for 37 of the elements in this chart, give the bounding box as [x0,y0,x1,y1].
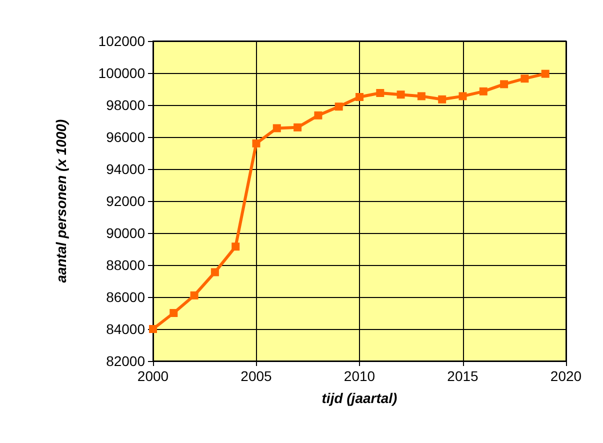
point [376,89,384,97]
x-tick-label: 2020 [550,368,582,384]
point [500,80,508,88]
point [458,92,467,100]
point [479,87,488,96]
y-tick-label: 90000 [106,225,146,241]
x-axis-title: tijd (jaartal) [322,390,398,406]
y-tick-label: 102000 [98,33,146,49]
y-tick-label: 82000 [106,353,146,369]
x-tick-label: 2010 [344,368,376,384]
point [541,70,550,78]
x-tick-label: 2015 [447,368,479,384]
y-tick-label: 98000 [106,97,146,113]
point [438,95,446,104]
x-tick-label: 2000 [137,368,169,384]
point [356,93,364,101]
point [232,242,240,251]
point [334,102,343,111]
y-axis-title: aantal personen (x 1000) [53,118,69,283]
point [417,92,426,100]
point [190,291,198,300]
point [396,90,405,99]
point [170,309,178,317]
x-tick-label: 2005 [240,368,272,384]
y-tick-label: 96000 [106,129,146,145]
y-tick-label: 94000 [106,161,146,177]
y-tick-label: 92000 [106,193,146,209]
point [520,74,529,83]
point [252,139,260,148]
y-tick-label: 86000 [106,289,146,305]
y-tick-label: 88000 [106,257,146,273]
point [210,268,219,276]
point [314,111,322,120]
y-tick-label: 100000 [98,65,146,81]
point [272,124,281,132]
point [294,123,302,132]
y-tick-label: 84000 [106,321,146,337]
